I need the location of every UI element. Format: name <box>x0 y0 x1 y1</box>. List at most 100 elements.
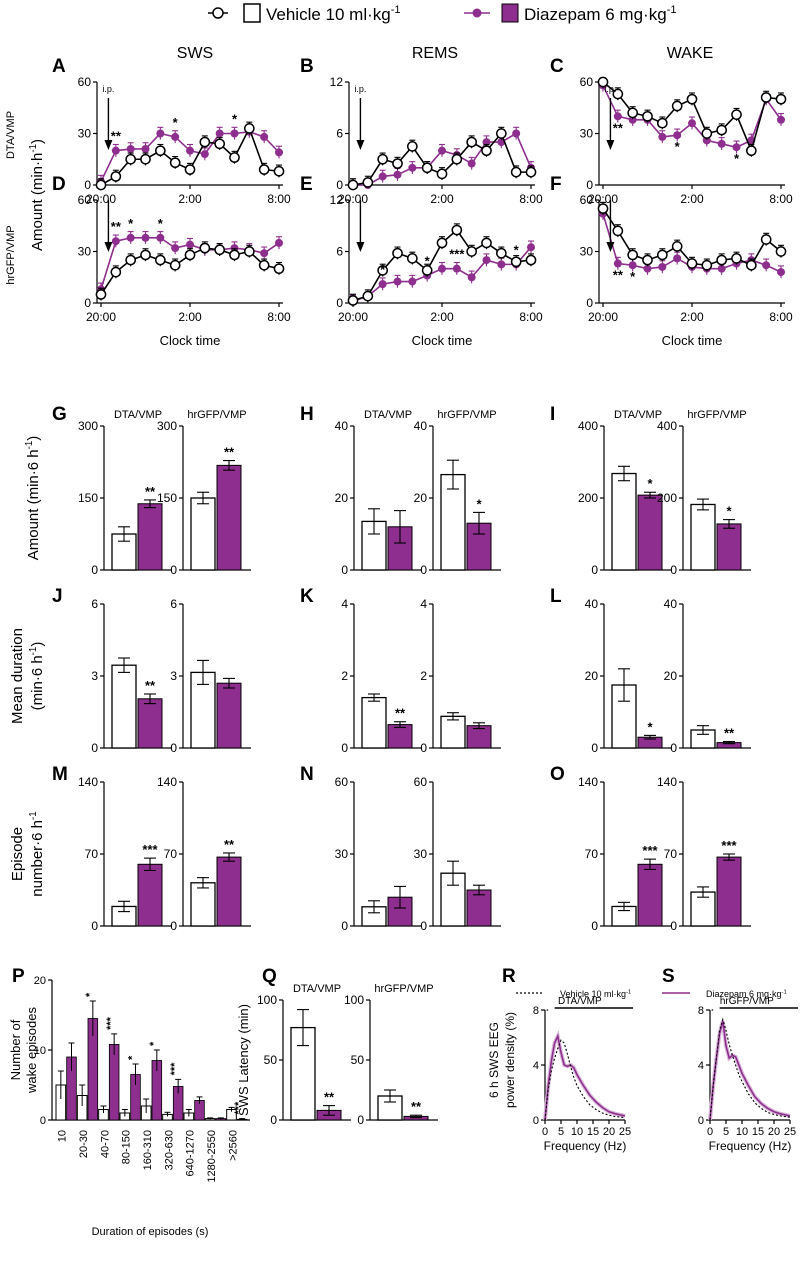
y-tick-label: 0 <box>170 919 177 933</box>
x-label-frequency: Frequency (Hz) <box>544 1139 627 1153</box>
y-tick-label: 60 <box>580 75 594 89</box>
diazepam-point <box>171 132 180 141</box>
x-tick-label: 20:00 <box>86 310 116 324</box>
group-label: DTA/VMP <box>558 996 602 1007</box>
vehicle-point <box>273 165 285 177</box>
vehicle-point <box>199 242 211 254</box>
significance-star: ** <box>224 445 235 460</box>
y-tick-label: 60 <box>78 75 92 89</box>
y-tick-label: 50 <box>264 1053 278 1067</box>
diazepam-point <box>467 159 476 168</box>
diazepam-bar <box>216 682 242 749</box>
panel-letter-b: B <box>300 56 314 77</box>
panel-letter-f: F <box>550 174 562 195</box>
diazepam-point <box>186 240 194 249</box>
diazepam-point <box>467 273 476 282</box>
x-tick-label: 2:00 <box>178 310 202 324</box>
vehicle-point <box>731 109 742 120</box>
y-tick-label: 0 <box>91 919 98 933</box>
y-tick-label: 0 <box>336 296 343 310</box>
vehicle-point <box>392 247 403 259</box>
x-tick-label: 2:00 <box>680 192 704 206</box>
ip-label: i.p. <box>354 84 366 94</box>
vehicle-point <box>686 93 698 105</box>
legend-small-vehicle-label-sup: -1 <box>626 989 631 995</box>
diazepam-bar <box>137 503 163 571</box>
legend-small-diazepam-label-sup: -1 <box>782 989 787 995</box>
legend-diazepam-label: Diazepam 6 mg·kg-1 <box>524 4 677 24</box>
y-tick-label: 100 <box>344 993 364 1007</box>
vehicle-point <box>656 117 668 129</box>
diazepam-point <box>673 254 682 263</box>
y-label-mean-duration-2-text: (min·6 h <box>29 655 46 710</box>
panel-letter-j: J <box>52 586 63 607</box>
y-label-amount-6h-text: Amount (min·6 h <box>25 449 42 560</box>
group-label: hrGFP/VMP <box>687 409 746 421</box>
vehicle-point <box>642 110 653 122</box>
panel-n: 0 30 60 0 30 60 <box>335 775 501 933</box>
vehicle-point <box>642 254 653 266</box>
x-tick-label: 8:00 <box>769 192 793 206</box>
vehicle-point <box>362 177 374 188</box>
vehicle-point <box>421 265 433 276</box>
y-tick-label: 30 <box>78 127 92 141</box>
group-label: hrGFP/VMP <box>187 409 246 421</box>
vehicle-point <box>760 234 772 245</box>
diazepam-point <box>215 129 224 138</box>
y-tick-label: 40 <box>414 419 428 433</box>
significance-star: * <box>173 115 179 130</box>
panel-p: 0 10 20 10 * 20-30 *** 40-70 * 80-150 * 160-310 *** 3… <box>34 975 250 1183</box>
diazepam-point <box>393 170 402 179</box>
y-tick-label: 4 <box>341 597 348 611</box>
vehicle-point <box>110 266 122 278</box>
x-tick-label: 2:00 <box>178 192 202 206</box>
x-label-frequency: Frequency (Hz) <box>709 1139 792 1153</box>
y-tick-label: 30 <box>335 847 349 861</box>
diazepam-series-line <box>709 1020 791 1121</box>
significance-star: * <box>232 112 238 127</box>
y-label-p-1: Number of <box>8 1019 23 1080</box>
significance-star: *** <box>233 1101 245 1115</box>
y-tick-label: 0 <box>91 563 98 577</box>
y-tick-label: 3 <box>91 669 98 683</box>
significance-star: ** <box>411 1099 422 1114</box>
panel-letter-m: M <box>52 764 68 785</box>
vehicle-point <box>140 249 151 261</box>
y-tick-label: 60 <box>78 193 92 207</box>
y-label-mean-duration-2-sup: -1 <box>28 647 39 656</box>
significance-star: ** <box>613 120 624 135</box>
vehicle-bar <box>440 715 466 749</box>
legend-small-vehicle-label-text: Vehicle 10 ml·kg <box>560 989 626 999</box>
panel-letter-n: N <box>300 764 314 785</box>
x-label-clock-time-wake: Clock time <box>662 333 723 348</box>
y-tick-label: 70 <box>164 847 178 861</box>
y-tick-label: 70 <box>664 847 678 861</box>
vehicle-point <box>451 224 463 236</box>
vehicle-bar <box>361 696 387 749</box>
panel-letter-c: C <box>550 56 564 77</box>
x-tick-label: 10 <box>736 1126 748 1138</box>
x-label-clock-time-sws: Clock time <box>160 333 221 348</box>
vehicle-point <box>377 265 389 276</box>
vehicle-point <box>436 237 448 249</box>
diazepam-point <box>438 146 446 155</box>
vehicle-point <box>243 123 255 134</box>
y-tick-label: 60 <box>335 775 349 789</box>
vehicle-point <box>481 237 492 249</box>
y-tick-label: 12 <box>330 193 344 207</box>
diazepam-point <box>628 261 637 270</box>
y-label-mean-duration-2-end: ) <box>29 642 46 647</box>
y-tick-label: 200 <box>657 491 677 505</box>
vehicle-point <box>406 253 418 264</box>
significance-star: *** <box>642 843 658 858</box>
x-tick-label: 8:00 <box>519 192 543 206</box>
y-tick-label: 0 <box>270 1113 277 1127</box>
group-label: hrGFP/VMP <box>374 983 433 995</box>
legend-small-vehicle-label: Vehicle 10 ml·kg-1 <box>560 989 631 999</box>
y-tick-label: 0 <box>170 563 177 577</box>
diazepam-point <box>613 259 622 268</box>
y-tick-label: 20 <box>414 491 428 505</box>
y-tick-label: 0 <box>670 741 677 755</box>
vehicle-point <box>716 124 728 136</box>
